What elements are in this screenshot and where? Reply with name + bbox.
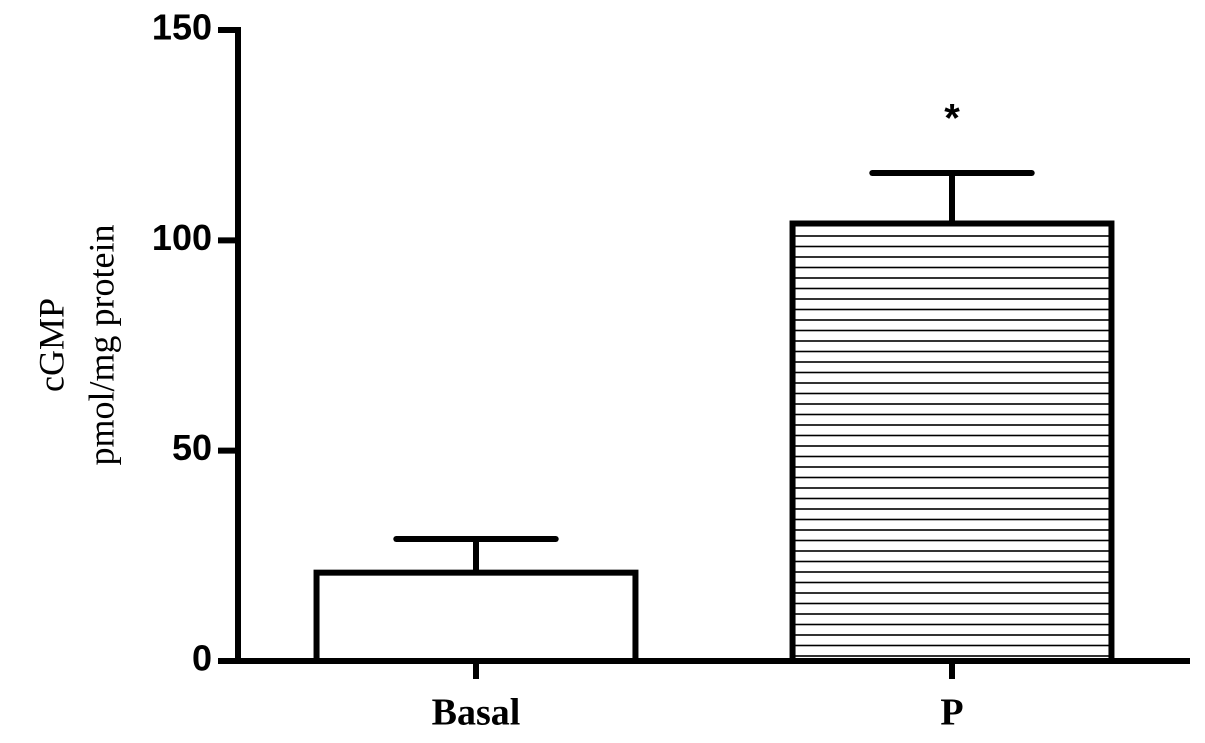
bar — [789, 220, 1115, 665]
bar — [313, 569, 639, 664]
y-axis-subtitle: pmol/mg protein — [81, 225, 121, 466]
y-tick-label: 150 — [152, 7, 212, 48]
x-tick-label: P — [940, 692, 963, 734]
y-tick-label: 0 — [192, 638, 212, 679]
y-axis-title: cGMP — [31, 298, 71, 392]
y-tick-label: 100 — [152, 217, 212, 258]
x-tick-label: Basal — [432, 692, 521, 734]
y-axis-label: cGMP pmol/mg protein — [31, 225, 121, 466]
annotation: * — [944, 97, 960, 141]
y-tick-label: 50 — [172, 427, 212, 468]
